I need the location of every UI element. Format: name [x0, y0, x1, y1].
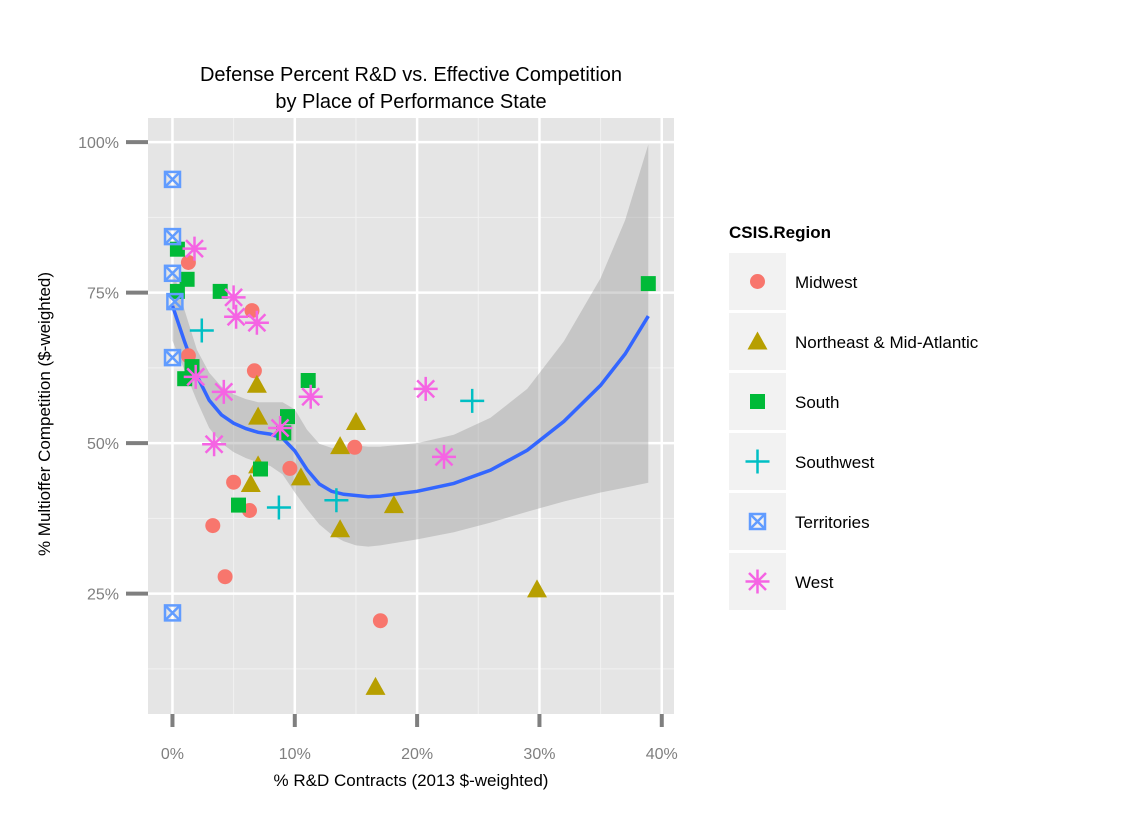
legend-label: Southwest	[795, 453, 875, 472]
series-west	[182, 236, 456, 469]
legend-marker	[750, 394, 765, 409]
chart-title-line2: by Place of Performance State	[275, 91, 546, 113]
legend: Midwest Northeast & Mid-Atlantic South Sout…	[729, 253, 979, 610]
data-point	[231, 497, 246, 513]
legend-marker	[750, 274, 765, 289]
data-point	[163, 604, 182, 622]
chart-title-line1: Defense Percent R&D vs. Effective Compet…	[200, 64, 622, 86]
data-point	[248, 406, 269, 425]
data-point	[347, 439, 363, 455]
data-point	[212, 283, 228, 299]
y-tick-label: 50%	[87, 436, 119, 453]
data-point	[211, 379, 236, 404]
data-point	[180, 255, 196, 270]
legend-label: West	[795, 573, 834, 592]
data-point	[432, 444, 456, 469]
data-point	[189, 318, 214, 343]
legend-marker	[748, 512, 767, 531]
y-tick-label: 25%	[87, 587, 119, 604]
data-point	[413, 376, 438, 401]
data-point	[365, 676, 386, 695]
data-points	[163, 170, 656, 695]
legend-label: Midwest	[795, 273, 858, 292]
legend-marker	[745, 569, 770, 594]
data-point	[324, 488, 349, 513]
y-tick-label: 75%	[87, 286, 119, 303]
data-point	[290, 467, 311, 486]
data-point	[383, 495, 404, 514]
tick-labels: 0% 10% 20% 30% 40% 25% 50% 75% 100%	[78, 135, 678, 763]
data-point	[166, 292, 184, 311]
legend-item: Southwest	[729, 433, 875, 490]
data-point	[253, 461, 268, 477]
data-point	[298, 384, 323, 409]
data-point	[244, 310, 269, 335]
data-point	[163, 348, 182, 367]
legend-title: CSIS.Region	[729, 223, 831, 242]
x-tick-label: 30%	[523, 746, 555, 763]
data-point	[205, 518, 221, 534]
series-territories	[163, 170, 184, 622]
series-northeast-mid-atlantic	[240, 374, 547, 695]
data-point	[330, 519, 351, 538]
data-point	[330, 436, 351, 455]
x-tick-label: 10%	[279, 746, 311, 763]
data-point	[527, 579, 547, 598]
legend-label: Northeast & Mid-Atlantic	[795, 333, 979, 352]
axis-ticks	[126, 140, 664, 727]
data-point	[268, 416, 293, 440]
legend-label: Territories	[795, 513, 870, 532]
data-point	[163, 227, 182, 246]
data-point	[221, 285, 246, 310]
data-point	[282, 460, 298, 476]
legend-item: West	[729, 553, 834, 610]
legend-item: Midwest	[729, 253, 858, 310]
data-point	[163, 264, 182, 283]
data-point	[202, 432, 227, 457]
data-point	[246, 374, 267, 393]
data-point	[266, 495, 291, 520]
legend-marker	[745, 449, 770, 474]
legend-marker	[747, 331, 768, 350]
data-point	[217, 569, 233, 585]
x-tick-label: 0%	[161, 746, 184, 763]
data-point	[460, 388, 485, 413]
data-point	[226, 474, 242, 490]
legend-item: Northeast & Mid-Atlantic	[729, 313, 979, 370]
data-point	[183, 364, 208, 389]
data-point	[163, 170, 182, 189]
data-point	[300, 373, 316, 388]
legend-item: South	[729, 373, 839, 430]
legend-label: South	[795, 393, 839, 412]
x-tick-label: 20%	[401, 746, 433, 763]
smooth-line-path	[170, 305, 650, 499]
smooth-line	[170, 305, 650, 499]
x-tick-label: 40%	[646, 746, 678, 763]
data-point	[280, 409, 295, 425]
data-point	[640, 276, 656, 292]
legend-item: Territories	[729, 493, 870, 550]
data-point	[240, 474, 261, 492]
data-point	[182, 236, 207, 261]
x-axis-title: % R&D Contracts (2013 $-weighted)	[274, 771, 549, 790]
data-point	[372, 613, 388, 629]
data-point	[179, 271, 195, 287]
data-point	[246, 363, 262, 379]
data-point	[169, 241, 185, 257]
data-point	[224, 304, 249, 329]
y-axis-title: % Multioffer Competition ($-weighted)	[35, 272, 54, 556]
data-point	[346, 412, 366, 430]
series-southwest	[189, 318, 485, 520]
y-tick-label: 100%	[78, 135, 119, 152]
